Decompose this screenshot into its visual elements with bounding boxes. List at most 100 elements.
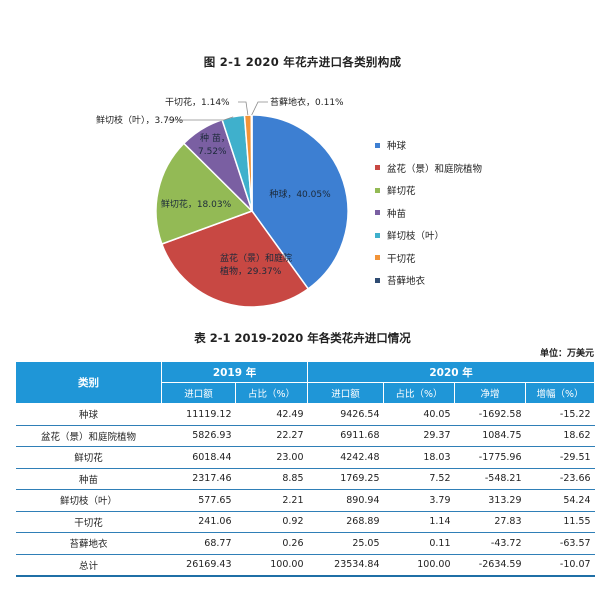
legend-item: 盆花（景）和庭院植物 <box>375 157 482 180</box>
cell-v2020: 6911.68 <box>307 425 384 447</box>
table-row: 苔藓地衣 68.77 0.26 25.05 0.11 -43.72 -63.57 <box>15 532 595 555</box>
legend-item: 苔藓地衣 <box>375 269 482 292</box>
cell-v2019: 241.06 <box>161 511 236 533</box>
table-row: 种球 11119.12 42.49 9426.54 40.05 -1692.58 -15.2… <box>15 403 595 426</box>
cell-v2019: 5826.93 <box>161 425 236 447</box>
header-share-2020: 占比（%） <box>383 382 456 404</box>
table-body: 种球 11119.12 42.49 9426.54 40.05 -1692.58 -15.2… <box>15 403 595 577</box>
cell-name: 苔藓地衣 <box>15 532 162 555</box>
cell-name: 种苗 <box>15 468 162 490</box>
cell-net: -1775.96 <box>454 446 526 469</box>
leader-line <box>251 101 268 116</box>
cell-net: -1692.58 <box>454 403 526 426</box>
slice-label: 苔藓地衣，0.11% <box>270 96 344 108</box>
header-2020: 2020 年 <box>307 361 596 383</box>
cell-name: 鲜切枝（叶） <box>15 489 162 512</box>
cell-v2019: 68.77 <box>161 532 236 555</box>
legend-swatch <box>375 210 380 216</box>
legend-label: 鲜切花 <box>387 186 416 198</box>
cell-growth: 18.62 <box>525 425 595 447</box>
legend-item: 种球 <box>375 134 482 157</box>
pie-slice <box>250 114 253 212</box>
cell-s2019: 42.49 <box>235 403 308 426</box>
cell-net: -43.72 <box>454 532 526 555</box>
cell-v2019: 11119.12 <box>161 403 236 426</box>
cell-s2020: 18.03 <box>383 446 455 469</box>
table-unit: 单位：万美元 <box>539 349 594 359</box>
legend-label: 种球 <box>387 141 407 153</box>
legend-swatch <box>375 255 380 261</box>
table-row: 干切花 241.06 0.92 268.89 1.14 27.83 11.55 <box>15 511 595 533</box>
cell-growth: 54.24 <box>525 489 595 512</box>
header-share-2019: 占比（%） <box>234 382 309 404</box>
cell-v2019: 26169.43 <box>161 554 236 577</box>
legend-swatch <box>375 277 380 283</box>
cell-growth: 11.55 <box>525 511 595 533</box>
pie-slice <box>155 142 254 245</box>
cell-s2020: 3.79 <box>383 489 455 512</box>
cell-v2020: 890.94 <box>307 489 384 512</box>
cell-v2020: 4242.48 <box>307 446 384 469</box>
header-net: 净增 <box>454 382 527 404</box>
cell-net: 27.83 <box>454 511 526 533</box>
cell-s2020: 1.14 <box>383 511 455 533</box>
legend-swatch <box>375 165 380 171</box>
leader-line <box>168 116 234 121</box>
cell-s2019: 100.00 <box>235 554 308 577</box>
slice-label: 盆花（景）和庭院植物，29.37% <box>220 252 292 277</box>
cell-s2020: 7.52 <box>383 468 455 490</box>
cell-name: 种球 <box>15 403 162 426</box>
cell-v2020: 268.89 <box>307 511 384 533</box>
cell-v2019: 577.65 <box>161 489 236 512</box>
pie-chart: 种球，40.05% 盆花（景）和庭院植物，29.37% 鲜切花，18.03% 种 苗，… <box>96 96 349 308</box>
cell-s2019: 0.26 <box>235 532 308 555</box>
pie-slice <box>160 210 310 308</box>
table-row: 鲜切枝（叶） 577.65 2.21 890.94 3.79 313.29 54.24 <box>15 489 595 512</box>
legend-item: 种苗 <box>375 202 482 225</box>
cell-s2019: 23.00 <box>235 446 308 469</box>
cell-net: 313.29 <box>454 489 526 512</box>
legend-item: 干切花 <box>375 247 482 270</box>
table-title: 表 2-1 2019-2020 年各类花卉进口情况 <box>194 331 411 345</box>
cell-growth: -15.22 <box>525 403 595 426</box>
cell-s2020: 29.37 <box>383 425 455 447</box>
cell-net: 1084.75 <box>454 425 526 447</box>
legend-label: 种苗 <box>387 208 407 220</box>
import-table: 类别 2019 年 2020 年 进口额 占比（%） 进口额 占比（%） 净增 … <box>15 361 596 577</box>
figure-title: 图 2-1 2020 年花卉进口各类别构成 <box>203 55 402 69</box>
cell-v2019: 6018.44 <box>161 446 236 469</box>
legend-item: 鲜切枝（叶） <box>375 224 482 247</box>
table-row: 种苗 2317.46 8.85 1769.25 7.52 -548.21 -23.66 <box>15 468 595 490</box>
cell-growth: -63.57 <box>525 532 595 555</box>
cell-net: -2634.59 <box>454 554 526 577</box>
header-import-2019: 进口额 <box>161 382 236 404</box>
cell-v2019: 2317.46 <box>161 468 236 490</box>
cell-v2020: 25.05 <box>307 532 384 555</box>
legend-swatch <box>375 232 380 238</box>
legend-swatch <box>375 142 380 148</box>
slice-label: 种 苗， 7.52% <box>198 132 230 157</box>
header-growth: 增幅（%） <box>525 382 596 404</box>
header-import-2020: 进口额 <box>307 382 385 404</box>
slice-label: 鲜切花，18.03% <box>161 198 232 210</box>
leader-line <box>238 101 249 116</box>
cell-v2020: 23534.84 <box>307 554 384 577</box>
legend-swatch <box>375 187 380 193</box>
table-row: 总计 26169.43 100.00 23534.84 100.00 -2634.59 -1… <box>15 554 595 577</box>
cell-net: -548.21 <box>454 468 526 490</box>
legend-label: 苔藓地衣 <box>387 276 426 288</box>
cell-s2020: 100.00 <box>383 554 455 577</box>
cell-s2019: 0.92 <box>235 511 308 533</box>
slice-label: 干切花，1.14% <box>165 96 230 108</box>
pie-slice <box>251 114 349 290</box>
table-row: 鲜切花 6018.44 23.00 4242.48 18.03 -1775.96 -29.5… <box>15 446 595 469</box>
cell-name: 总计 <box>15 554 162 577</box>
cell-v2020: 9426.54 <box>307 403 384 426</box>
chart-legend: 种球盆花（景）和庭院植物鲜切花种苗鲜切枝（叶） 干切花苔藓地衣 <box>375 134 482 292</box>
cell-name: 干切花 <box>15 511 162 533</box>
cell-growth: -23.66 <box>525 468 595 490</box>
cell-s2019: 2.21 <box>235 489 308 512</box>
slice-label: 鲜切枝（叶），3.79% <box>96 114 184 126</box>
slice-label: 种球，40.05% <box>269 188 331 200</box>
header-category: 类别 <box>15 361 162 404</box>
